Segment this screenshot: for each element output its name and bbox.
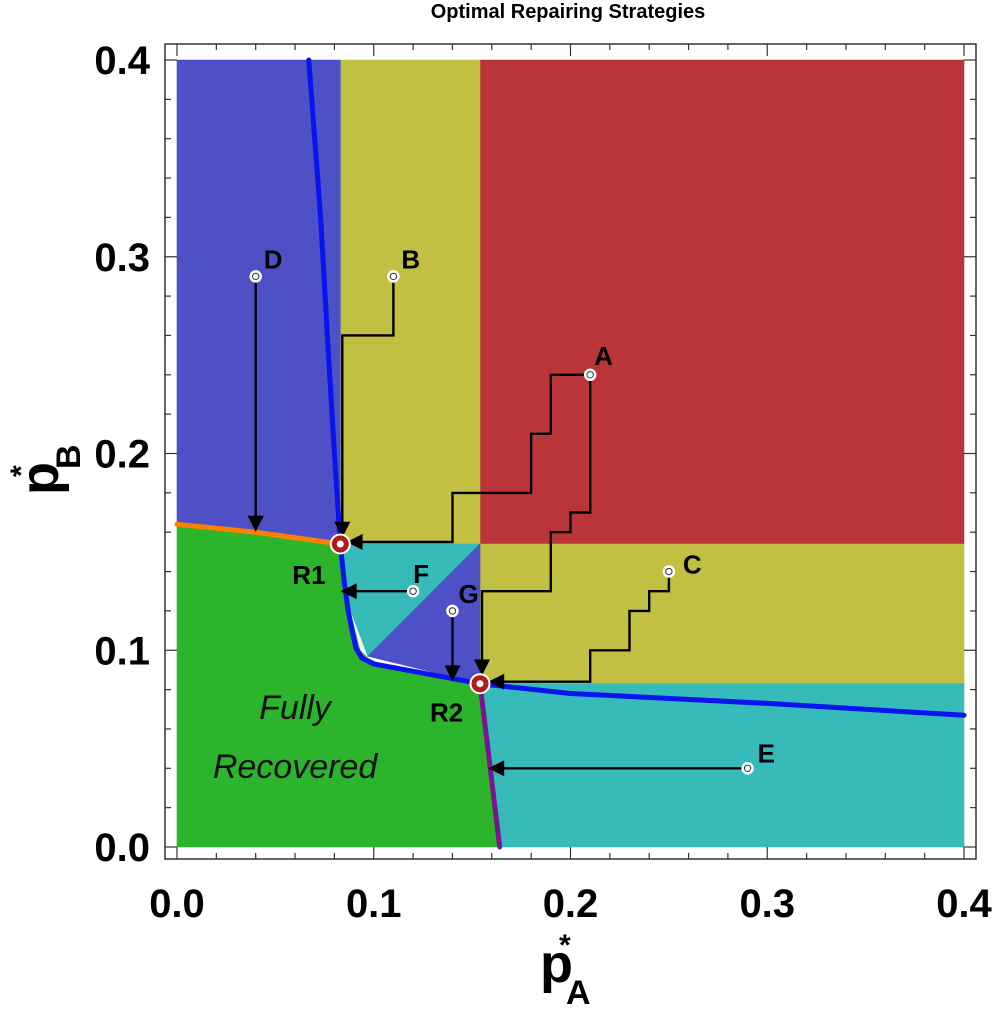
chart-title: Optimal Repairing Strategies (431, 1, 706, 23)
point-label-r1: R1 (292, 560, 325, 590)
fixed-point-center-r1 (336, 540, 344, 548)
x-tick-label: 0.0 (149, 882, 205, 926)
start-point-f (406, 584, 420, 598)
start-point-ring-d (252, 272, 260, 281)
start-point-g (446, 604, 459, 618)
point-label-a: A (594, 341, 613, 371)
point-label-g: G (458, 579, 478, 609)
boundaries-layer (174, 57, 967, 850)
y-tick-label: 0.0 (94, 826, 150, 870)
boundary-line-1 (306, 57, 967, 718)
start-point-a (583, 368, 597, 382)
y-axis-label-main: p (10, 462, 70, 495)
path-b-to-r1 (334, 276, 395, 538)
path-c-to-r2 (488, 571, 671, 690)
x-axis-label-sub: A (566, 974, 591, 1012)
x-axis-label-sup: * (559, 929, 571, 962)
point-label-b: B (401, 244, 420, 274)
boundary-line-3 (477, 681, 503, 850)
start-point-c (662, 565, 676, 578)
y-tick-label: 0.4 (94, 39, 150, 83)
point-label-d: D (264, 244, 283, 274)
point-label-e: E (758, 738, 775, 768)
start-point-e (741, 762, 754, 775)
start-point-b (387, 270, 400, 283)
x-tick-label: 0.2 (543, 882, 599, 926)
region-annotation-1: Fully (259, 689, 333, 727)
boundary-line-2 (174, 521, 343, 547)
x-tick-label: 0.4 (936, 882, 992, 926)
x-axis-label-main: p (540, 934, 573, 994)
path-a-to-r2 (474, 374, 592, 676)
fixed-point-center-r2 (476, 680, 484, 688)
path-a-to-r1 (346, 373, 591, 550)
point-label-r2: R2 (430, 698, 463, 728)
x-tick-label: 0.3 (739, 882, 795, 926)
start-point-ring-f (409, 587, 417, 595)
paths-layer (247, 276, 748, 777)
region-red (479, 59, 965, 545)
region-olive-top (339, 59, 481, 545)
start-point-ring-c (665, 567, 673, 576)
start-point-ring-b (389, 272, 398, 281)
y-tick-label: 0.2 (94, 433, 150, 477)
start-point-ring-g (448, 607, 457, 615)
start-point-ring-e (743, 764, 752, 772)
regions-layer (176, 59, 965, 848)
y-axis-label-sub: B (50, 444, 88, 469)
region-cyan-lower (479, 683, 965, 848)
start-point-d (249, 270, 262, 283)
annotations-layer: Fully Recovered (213, 689, 379, 786)
y-tick-label: 0.1 (94, 629, 150, 673)
region-annotation-2: Recovered (213, 748, 379, 786)
start-point-ring-a (586, 371, 594, 379)
y-axis-label: p * B (5, 444, 88, 495)
point-label-f: F (413, 559, 429, 589)
x-tick-label: 0.1 (346, 882, 402, 926)
points-layer: A B C D E FG R1 R2 (249, 244, 775, 775)
x-axis-label: p * A (540, 929, 591, 1012)
ticks-layer: 0.0 0.0 0.1 0.1 0.2 0.2 0.3 0.3 0.4 0.4 (94, 39, 992, 926)
point-label-c: C (683, 550, 702, 580)
y-tick-label: 0.3 (94, 236, 150, 280)
region-olive-right (479, 543, 965, 685)
y-axis-label-sup: * (5, 465, 38, 477)
